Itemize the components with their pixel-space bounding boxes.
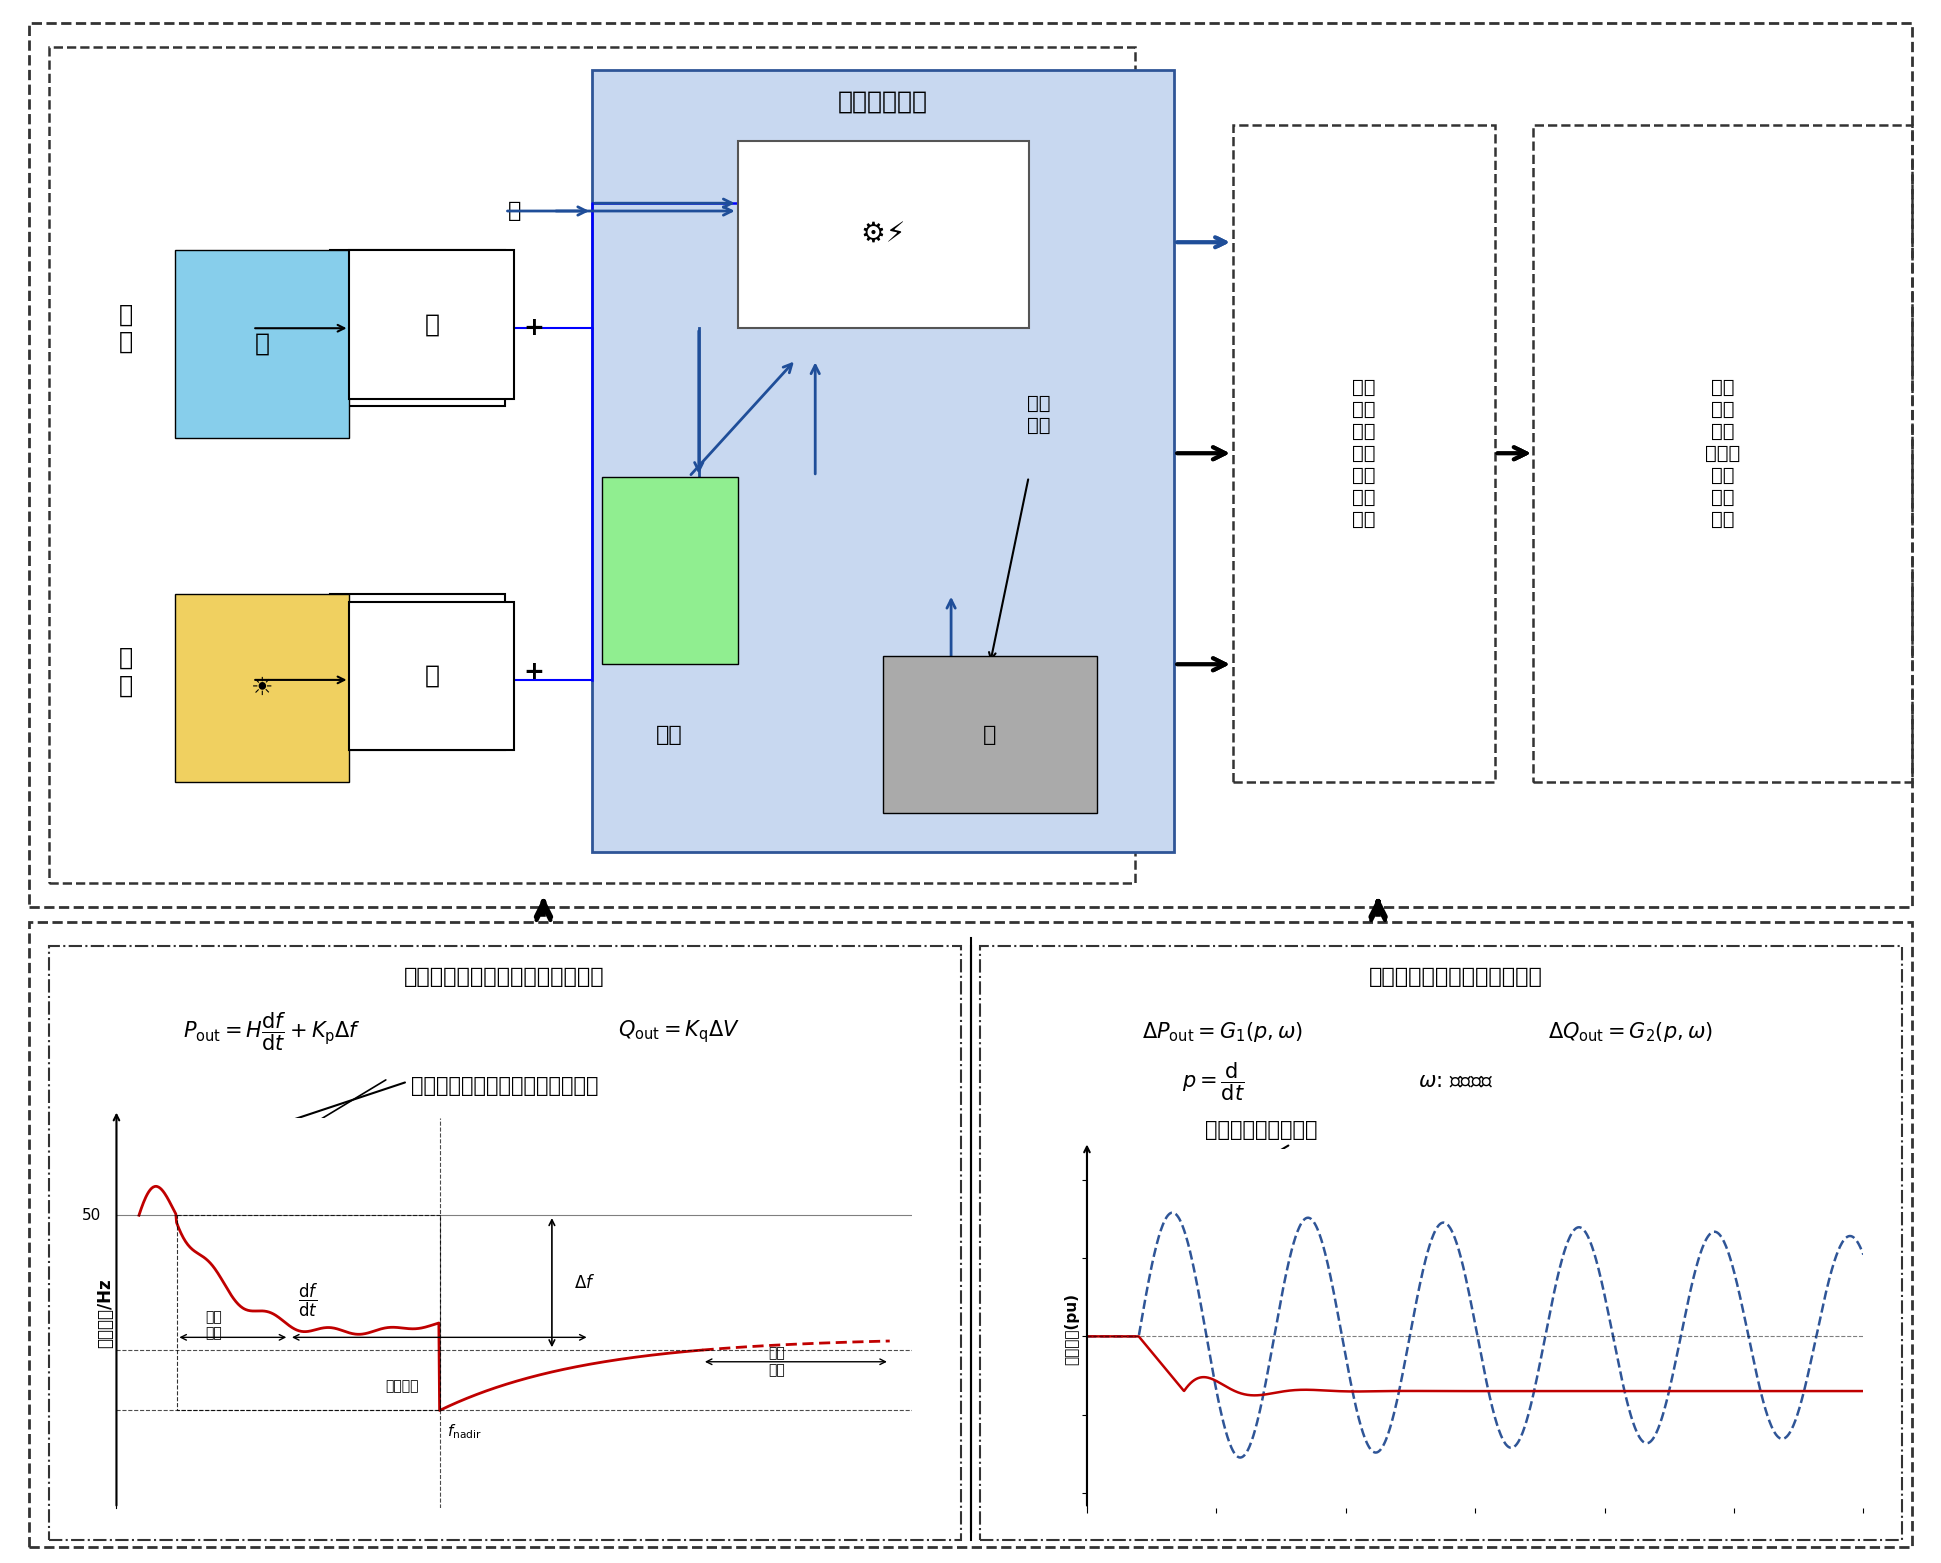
Text: 发电机组跳闸或突增大功率负荷等: 发电机组跳闸或突增大功率负荷等 (411, 1077, 598, 1096)
Text: 二次
调频: 二次 调频 (769, 1347, 786, 1377)
Text: 输出调频调压功率，增强运行性能: 输出调频调压功率，增强运行性能 (404, 967, 606, 986)
Text: 主动阻尼控制未投入: 主动阻尼控制未投入 (1205, 1121, 1318, 1139)
Text: $\dfrac{\mathrm{d}f}{\mathrm{d}t}$: $\dfrac{\mathrm{d}f}{\mathrm{d}t}$ (297, 1282, 318, 1319)
Y-axis label: 系统频率/Hz: 系统频率/Hz (95, 1279, 115, 1347)
FancyBboxPatch shape (175, 250, 349, 438)
FancyBboxPatch shape (738, 141, 1029, 328)
Text: 50: 50 (82, 1208, 101, 1222)
Text: $f_{\mathrm{nadir}}$: $f_{\mathrm{nadir}}$ (446, 1422, 481, 1441)
FancyBboxPatch shape (602, 477, 738, 664)
Text: 电网
信息: 电网 信息 (1027, 394, 1050, 435)
Text: ⧖: ⧖ (425, 313, 439, 336)
Text: 控制
信号: 控制 信号 (716, 511, 740, 552)
FancyBboxPatch shape (349, 250, 514, 399)
Text: $p=\dfrac{\mathrm{d}}{\mathrm{d}t}$: $p=\dfrac{\mathrm{d}}{\mathrm{d}t}$ (1182, 1060, 1244, 1103)
Text: $\Delta P_{\mathrm{out}}=G_1(p,\omega)$: $\Delta P_{\mathrm{out}}=G_1(p,\omega)$ (1143, 1019, 1302, 1044)
Text: $\Delta f$: $\Delta f$ (575, 1274, 596, 1291)
Text: ⚙: ⚙ (864, 214, 903, 255)
Text: 输出附加阻尼功率，抑制振荡: 输出附加阻尼功率，抑制振荡 (1368, 967, 1543, 986)
Text: 电力电子装置: 电力电子装置 (839, 89, 928, 114)
Text: 🌬️: 🌬️ (254, 331, 270, 356)
FancyBboxPatch shape (592, 70, 1174, 852)
Text: +: + (524, 660, 543, 685)
Text: $\omega$: 振荡频率: $\omega$: 振荡频率 (1419, 1072, 1493, 1091)
Text: 控制算法: 控制算法 (928, 725, 974, 744)
Text: 主动阻尼控制投入: 主动阻尼控制投入 (1549, 1155, 1634, 1174)
Text: 一次调频: 一次调频 (384, 1379, 419, 1393)
Text: 储能: 储能 (656, 725, 683, 744)
Text: 惯性
响应: 惯性 响应 (206, 1310, 223, 1339)
Text: $Q_{\mathrm{out}}=K_{\mathrm{q}}\Delta V$: $Q_{\mathrm{out}}=K_{\mathrm{q}}\Delta V… (619, 1018, 740, 1046)
Text: +: + (524, 316, 543, 341)
Text: ⧖: ⧖ (425, 664, 439, 688)
Text: 电力
电子
装置
输出
动态
灵活
调节: 电力 电子 装置 输出 动态 灵活 调节 (1351, 378, 1376, 528)
Text: 系统
动态
特性
优化与
主动
支撑
控制: 系统 动态 特性 优化与 主动 支撑 控制 (1704, 378, 1741, 528)
Y-axis label: 振荡幅值(pu): 振荡幅值(pu) (1064, 1293, 1079, 1364)
Text: 🔋: 🔋 (660, 561, 679, 596)
Text: $P_{\mathrm{out}}=H\dfrac{\mathrm{d}f}{\mathrm{d}t}+K_{\mathrm{p}}\Delta f$: $P_{\mathrm{out}}=H\dfrac{\mathrm{d}f}{\… (182, 1010, 361, 1053)
Text: 光
伏: 光 伏 (118, 646, 134, 699)
FancyBboxPatch shape (175, 594, 349, 782)
FancyBboxPatch shape (349, 602, 514, 750)
Text: 风
机: 风 机 (118, 302, 134, 355)
FancyBboxPatch shape (883, 656, 1097, 813)
Text: 💻: 💻 (984, 725, 996, 744)
Text: ☀️: ☀️ (250, 675, 274, 700)
Text: $\bf{\dag\!\!\!\!\!\!\!\!\dag}$: $\bf{\dag\!\!\!\!\!\!\!\!\dag}$ (406, 319, 429, 338)
Text: 源: 源 (509, 202, 520, 220)
Text: $\Delta Q_{\mathrm{out}}=G_2(p,\omega)$: $\Delta Q_{\mathrm{out}}=G_2(p,\omega)$ (1549, 1019, 1712, 1044)
Text: ⚙️⚡: ⚙️⚡ (862, 220, 905, 249)
